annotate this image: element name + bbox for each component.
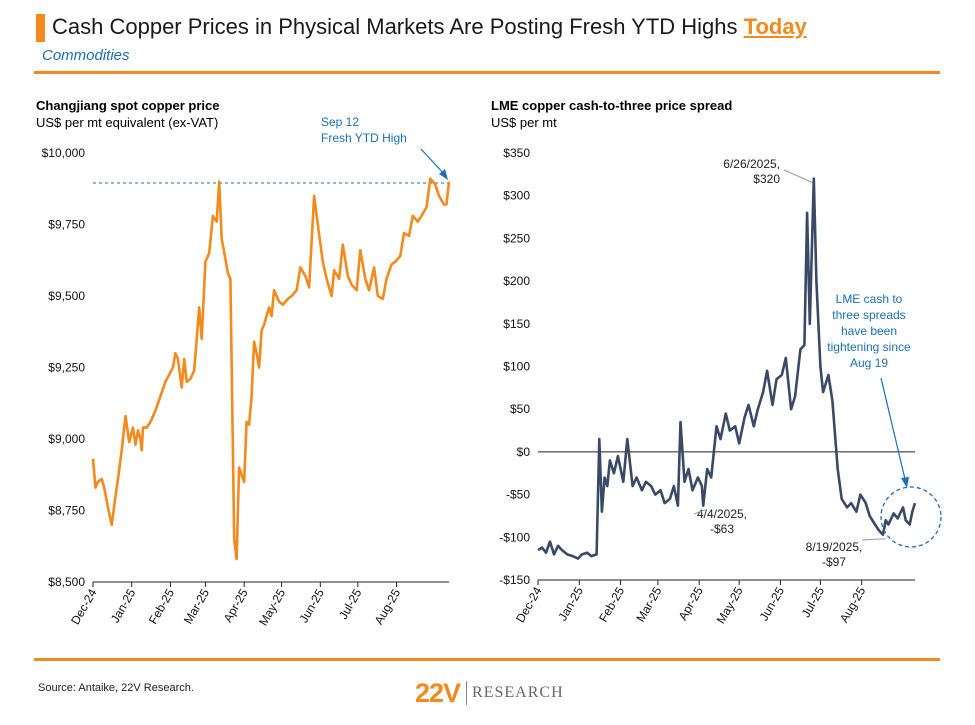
peak-leader-line [783, 169, 813, 184]
logo-wordmark: RESEARCH [472, 684, 564, 701]
y-tick-label: $9,500 [48, 289, 85, 303]
brand-logo: 22V RESEARCH [415, 678, 564, 708]
aug-annotation-line: -$97 [822, 555, 846, 569]
page-title: Cash Copper Prices in Physical Markets A… [52, 14, 807, 40]
copper-price-chart: Changjiang spot copper price US$ per mt … [36, 98, 451, 628]
aug-annotation-line: 8/19/2025, [806, 540, 863, 554]
y-tick-label: -$100 [499, 530, 530, 544]
title-accent-bar [36, 14, 45, 42]
aug-leader-line [861, 538, 886, 541]
page-subtitle: Commodities [42, 47, 130, 64]
y-tick-label: $50 [510, 402, 530, 416]
y-tick-label: $250 [503, 231, 530, 245]
x-tick-label: Mar-25 [633, 584, 664, 624]
y-tick-label: $0 [517, 445, 531, 459]
arrow-head-icon [439, 169, 448, 181]
apr-leader-line [693, 509, 706, 515]
title-text: Cash Copper Prices in Physical Markets A… [52, 14, 738, 39]
x-tick-label: Apr-25 [676, 584, 706, 622]
logo-divider [466, 681, 468, 705]
ytd-high-annotation-line: Fresh YTD High [321, 131, 407, 145]
y-tick-label: $100 [503, 360, 530, 374]
tightening-annotation-line: have been [841, 324, 897, 338]
ytd-high-annotation-line: Sep 12 [321, 115, 359, 129]
y-tick-label: $200 [503, 274, 530, 288]
apr-annotation-line: 4/4/2025, [697, 507, 747, 521]
ytd-high-arrow [420, 148, 446, 176]
tightening-annotation-line: Aug 19 [850, 356, 888, 370]
peak-annotation-line: 6/26/2025, [723, 157, 780, 171]
header-divider [34, 71, 940, 74]
aug-annotation: 8/19/2025, -$97 [806, 540, 863, 569]
x-tick-label: Feb-25 [596, 584, 627, 624]
y-tick-label: $8,750 [48, 504, 85, 518]
y-tick-label: $9,750 [48, 218, 85, 232]
y-tick-label: $300 [503, 189, 530, 203]
highlight-circle [880, 486, 942, 548]
y-tick-label: -$150 [499, 573, 530, 587]
tightening-annotation-line: tightening since [827, 340, 911, 354]
tightening-annotation: LME cash to three spreads have been tighten… [827, 292, 911, 370]
footer-divider [34, 658, 940, 661]
x-tick-label: Dec-24 [513, 584, 545, 625]
right-chart-subtitle: US$ per mt [491, 115, 557, 130]
y-tick-label: -$50 [506, 488, 530, 502]
right-chart-title: LME copper cash-to-three price spread [491, 98, 732, 113]
left-chart-title: Changjiang spot copper price [36, 98, 219, 113]
tightening-arrow [880, 377, 906, 480]
tightening-annotation-line: LME cash to [836, 292, 903, 306]
lme-spread-chart: LME copper cash-to-three price spread US… [491, 98, 942, 626]
ytd-high-annotation: Sep 12 Fresh YTD High [321, 115, 407, 145]
tightening-annotation-line: three spreads [832, 308, 905, 322]
y-tick-label: $9,000 [48, 432, 85, 446]
y-tick-label: $8,500 [48, 575, 85, 589]
source-note: Source: Antaike, 22V Research. [38, 682, 194, 694]
apr-annotation-line: -$63 [710, 522, 734, 536]
y-tick-label: $9,250 [48, 361, 85, 375]
x-tick-label: Jan-25 [555, 584, 586, 623]
x-tick-label: Aug-25 [837, 584, 869, 625]
apr-annotation: 4/4/2025, -$63 [697, 507, 747, 536]
series-line [91, 177, 451, 561]
peak-annotation-line: $320 [753, 172, 780, 186]
x-tick-label: Jul-25 [799, 584, 828, 620]
x-tick-label: Jun-25 [757, 584, 788, 623]
y-tick-label: $150 [503, 317, 530, 331]
y-tick-label: $350 [503, 146, 530, 160]
x-tick-label: May-25 [714, 584, 746, 626]
y-tick-label: $10,000 [42, 146, 86, 160]
arrow-head-icon [901, 477, 909, 488]
logo-mark: 22V [415, 677, 461, 708]
title-today-link[interactable]: Today [743, 14, 807, 39]
peak-annotation: 6/26/2025, $320 [723, 157, 780, 186]
series-line [537, 177, 917, 560]
left-chart-subtitle: US$ per mt equivalent (ex-VAT) [36, 115, 218, 130]
